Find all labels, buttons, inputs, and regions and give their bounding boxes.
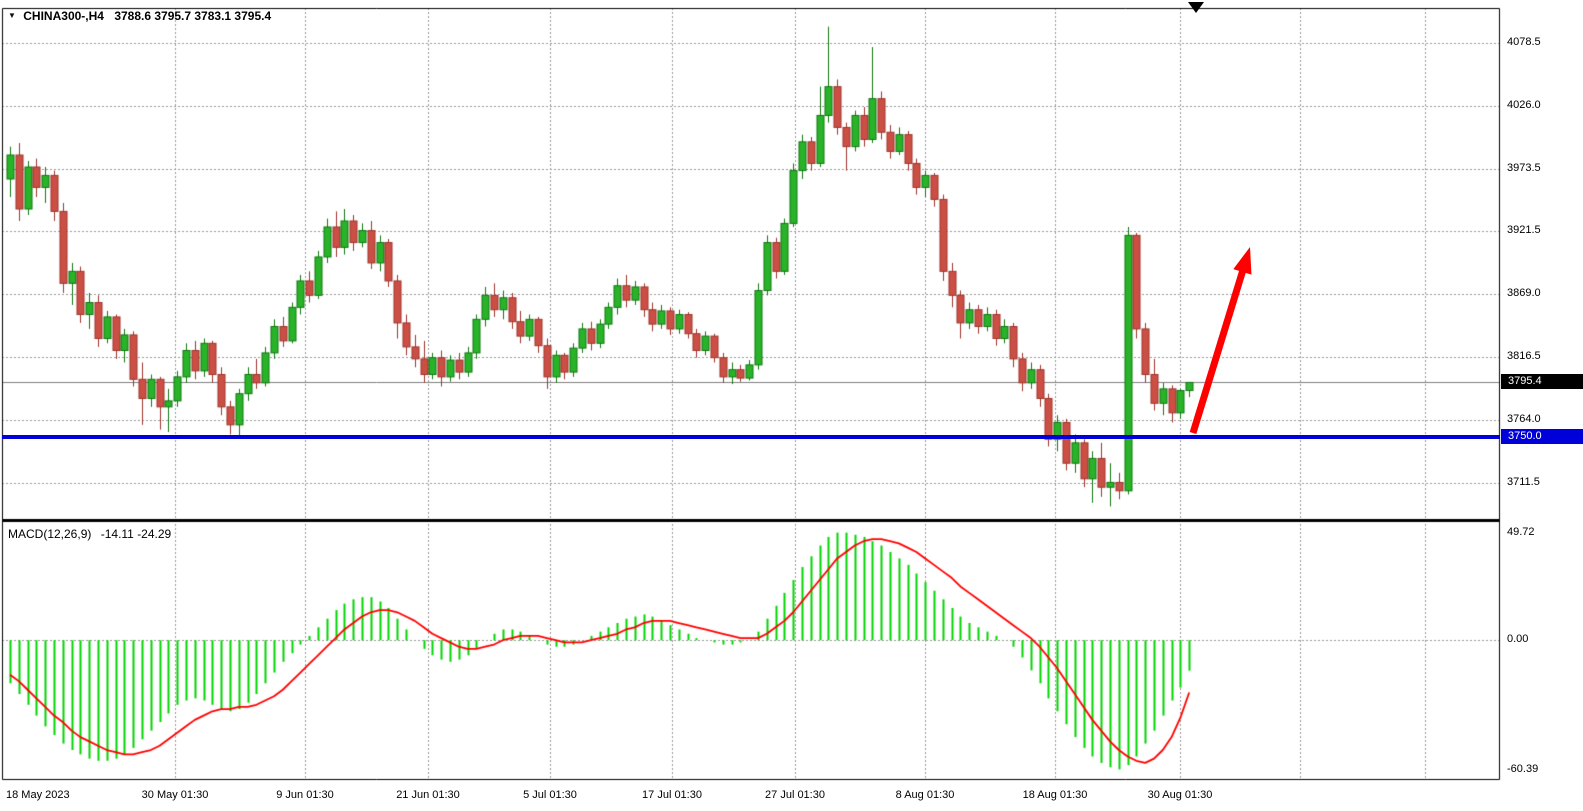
time-axis-label: 18 May 2023 bbox=[6, 789, 70, 801]
time-axis-label: 21 Jun 01:30 bbox=[396, 789, 460, 801]
price-axis-label: 3921.5 bbox=[1507, 224, 1541, 236]
price-axis-label: 3973.5 bbox=[1507, 162, 1541, 174]
time-axis-label: 18 Aug 01:30 bbox=[1022, 789, 1088, 801]
ohlc-values-label: 3788.6 3795.7 3783.1 3795.4 bbox=[114, 9, 272, 23]
price-axis-label: 3711.5 bbox=[1507, 476, 1540, 488]
price-axis-label: 4026.0 bbox=[1507, 99, 1541, 111]
symbol-period-label: CHINA300-,H4 bbox=[23, 9, 104, 23]
chart-shift-marker-icon[interactable] bbox=[1188, 2, 1204, 13]
macd-indicator-label: MACD(12,26,9) -14.11 -24.29 bbox=[8, 527, 171, 541]
macd-values-label: -14.11 -24.29 bbox=[100, 527, 172, 541]
symbol-dropdown-icon[interactable]: ▼ bbox=[8, 11, 16, 20]
level-price-badge: 3750.0 bbox=[1501, 429, 1583, 444]
time-axis-label: 27 Jul 01:30 bbox=[765, 789, 825, 801]
macd-axis-label: 0.00 bbox=[1507, 633, 1529, 645]
current-price-badge: 3795.4 bbox=[1501, 374, 1583, 389]
time-axis-label: 5 Jul 01:30 bbox=[523, 789, 577, 801]
support-level-line[interactable] bbox=[2, 435, 1500, 439]
time-axis-label: 9 Jun 01:30 bbox=[276, 789, 334, 801]
macd-axis-label: 49.72 bbox=[1507, 526, 1535, 538]
price-axis-label: 3816.5 bbox=[1507, 350, 1541, 362]
time-axis-label: 30 May 01:30 bbox=[141, 789, 209, 801]
price-axis-label: 4078.5 bbox=[1507, 36, 1541, 48]
time-axis-label: 8 Aug 01:30 bbox=[895, 789, 955, 801]
time-axis-label: 17 Jul 01:30 bbox=[642, 789, 702, 801]
macd-axis-label: -60.39 bbox=[1507, 763, 1539, 775]
trend-arrow-icon[interactable] bbox=[1189, 247, 1252, 435]
price-axis-label: 3764.0 bbox=[1507, 413, 1541, 425]
macd-name-label: MACD(12,26,9) bbox=[8, 527, 92, 541]
price-axis-label: 3869.0 bbox=[1507, 287, 1541, 299]
symbol-title: ▼ CHINA300-,H4 3788.6 3795.7 3783.1 3795… bbox=[8, 9, 271, 23]
time-axis-label: 30 Aug 01:30 bbox=[1147, 789, 1213, 801]
